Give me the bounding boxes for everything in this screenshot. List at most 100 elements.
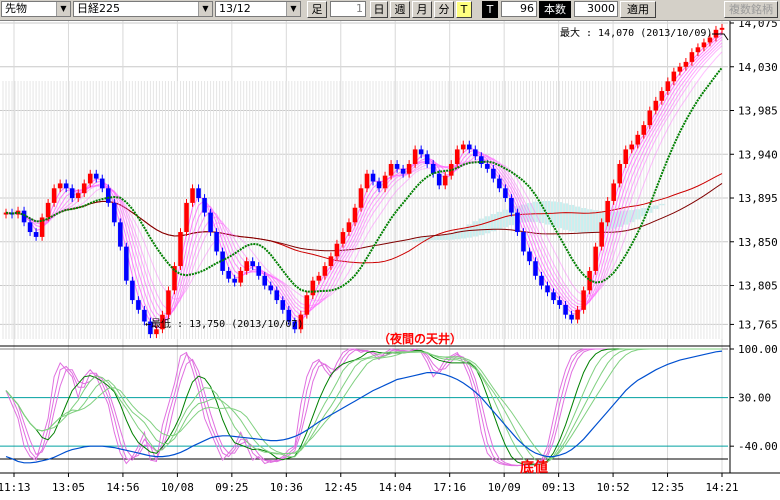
bearish-candle [557,300,562,305]
bullish-candle [689,52,695,62]
ribbon-line [5,45,723,311]
period-value-input[interactable]: 1 [330,1,366,17]
bearish-candle [106,188,111,203]
bearish-candle [521,232,526,252]
bearish-candle [473,149,478,157]
bearish-candle [196,188,201,199]
bullish-candle [160,314,165,330]
index-select[interactable]: 日経225 ▼ [73,1,213,17]
month-button[interactable]: 月 [412,1,432,18]
bullish-candle [154,329,159,335]
bullish-candle [442,175,448,186]
bearish-candle [424,154,430,164]
bullish-candle [190,188,195,203]
chart-area[interactable]: 14,075 14,030 13,985 13,940 13,895 13,850 13,8… [0,21,780,500]
bullish-candle [352,207,358,223]
bearish-candle [214,232,219,252]
bearish-candle [202,198,207,213]
max-arrow-icon [712,33,729,41]
time-tick-label: 10:36 [270,481,303,494]
contract-select[interactable]: 13/12 ▼ [215,1,301,17]
time-tick-label: 11:13 [0,481,31,494]
green-moving-average [5,66,723,293]
bearish-candle [99,178,105,189]
oscillator-axis: 100.00 30.00 -40.00 [730,343,778,453]
bearish-candle [268,285,274,291]
bullish-candle [671,71,677,82]
price-tick-label: 13,940 [738,148,778,161]
bullish-candle [81,183,87,194]
contract-select-value: 13/12 [219,2,251,15]
bearish-candle [527,251,532,262]
bullish-candle [635,134,641,145]
tick-button-active[interactable]: T [456,1,472,18]
bearish-candle [226,270,231,279]
bullish-candle [707,37,713,43]
green-moving-average-line [5,66,723,293]
bullish-candle [298,314,304,330]
bearish-candle [256,266,261,276]
day-button[interactable]: 日 [370,1,388,18]
tick-shading [2,81,723,339]
bearish-candle [394,163,400,169]
osc-green-line [5,348,722,464]
bearish-candle [33,232,39,237]
bearish-candle [118,222,123,247]
period-label: 足 [307,1,327,18]
bullish-candle [448,163,454,176]
bearish-candle [69,188,75,199]
bullish-candle [51,188,57,203]
bearish-candle [400,168,406,174]
time-tick-label: 17:16 [433,481,466,494]
price-axis: 14,075 14,030 13,985 13,940 13,895 13,850 13,8… [730,21,778,331]
bullish-candle [172,266,177,291]
chevron-down-icon[interactable]: ▼ [56,2,70,16]
osc-tick-label: 30.00 [738,392,771,405]
instrument-select[interactable]: 先物 ▼ [1,1,71,17]
time-tick-label: 09:13 [542,481,575,494]
osc-green-line [5,348,722,466]
time-tick-label: 14:04 [379,481,412,494]
week-button[interactable]: 週 [390,1,410,18]
bottom-annotation: 底値 [520,459,548,476]
candlesticks [3,23,725,339]
tick-button[interactable]: T [482,1,498,18]
bullish-candle [629,144,635,150]
bullish-candle [178,232,183,267]
bullish-candle [605,200,610,223]
chevron-down-icon[interactable]: ▼ [198,2,212,16]
price-tick-label: 13,985 [738,105,778,118]
osc-fast-line [5,348,722,466]
bullish-candle [695,47,701,53]
apply-button[interactable]: 適用 [620,1,656,18]
bearish-candle [286,309,292,322]
bullish-candle [575,309,580,320]
bearish-candle [563,304,568,315]
chevron-down-icon[interactable]: ▼ [286,2,300,16]
bar-count-input[interactable]: 3000 [574,1,618,17]
bearish-candle [503,188,508,199]
tick-count-input[interactable]: 96 [501,1,537,17]
minute-button[interactable]: 分 [434,1,454,18]
bullish-candle [665,81,671,92]
bullish-candle [328,256,334,267]
max-price-label: 最大 : 14,070 (2013/10/09) [560,26,712,39]
bullish-candle [412,149,418,164]
bearish-candle [479,156,484,164]
bullish-candle [659,91,665,101]
bearish-candle [27,222,33,233]
bullish-candle [75,193,81,199]
bearish-candle [250,261,255,267]
bullish-candle [184,202,189,233]
ribbon-lines [5,31,723,329]
time-tick-label: 14:21 [705,481,738,494]
instrument-select-value: 先物 [5,2,27,15]
bullish-candle [406,163,412,174]
toolbar: 先物 ▼ 日経225 ▼ 13/12 ▼ 足 1 日 週 月 分 T T 96 … [0,0,780,21]
bullish-candle [304,295,310,315]
bearish-candle [208,212,213,233]
bullish-candle [701,42,707,48]
multi-symbol-button[interactable]: 複数銘柄 [724,1,778,18]
osc-tick-label: 100.00 [738,343,778,356]
bearish-candle [370,173,376,182]
